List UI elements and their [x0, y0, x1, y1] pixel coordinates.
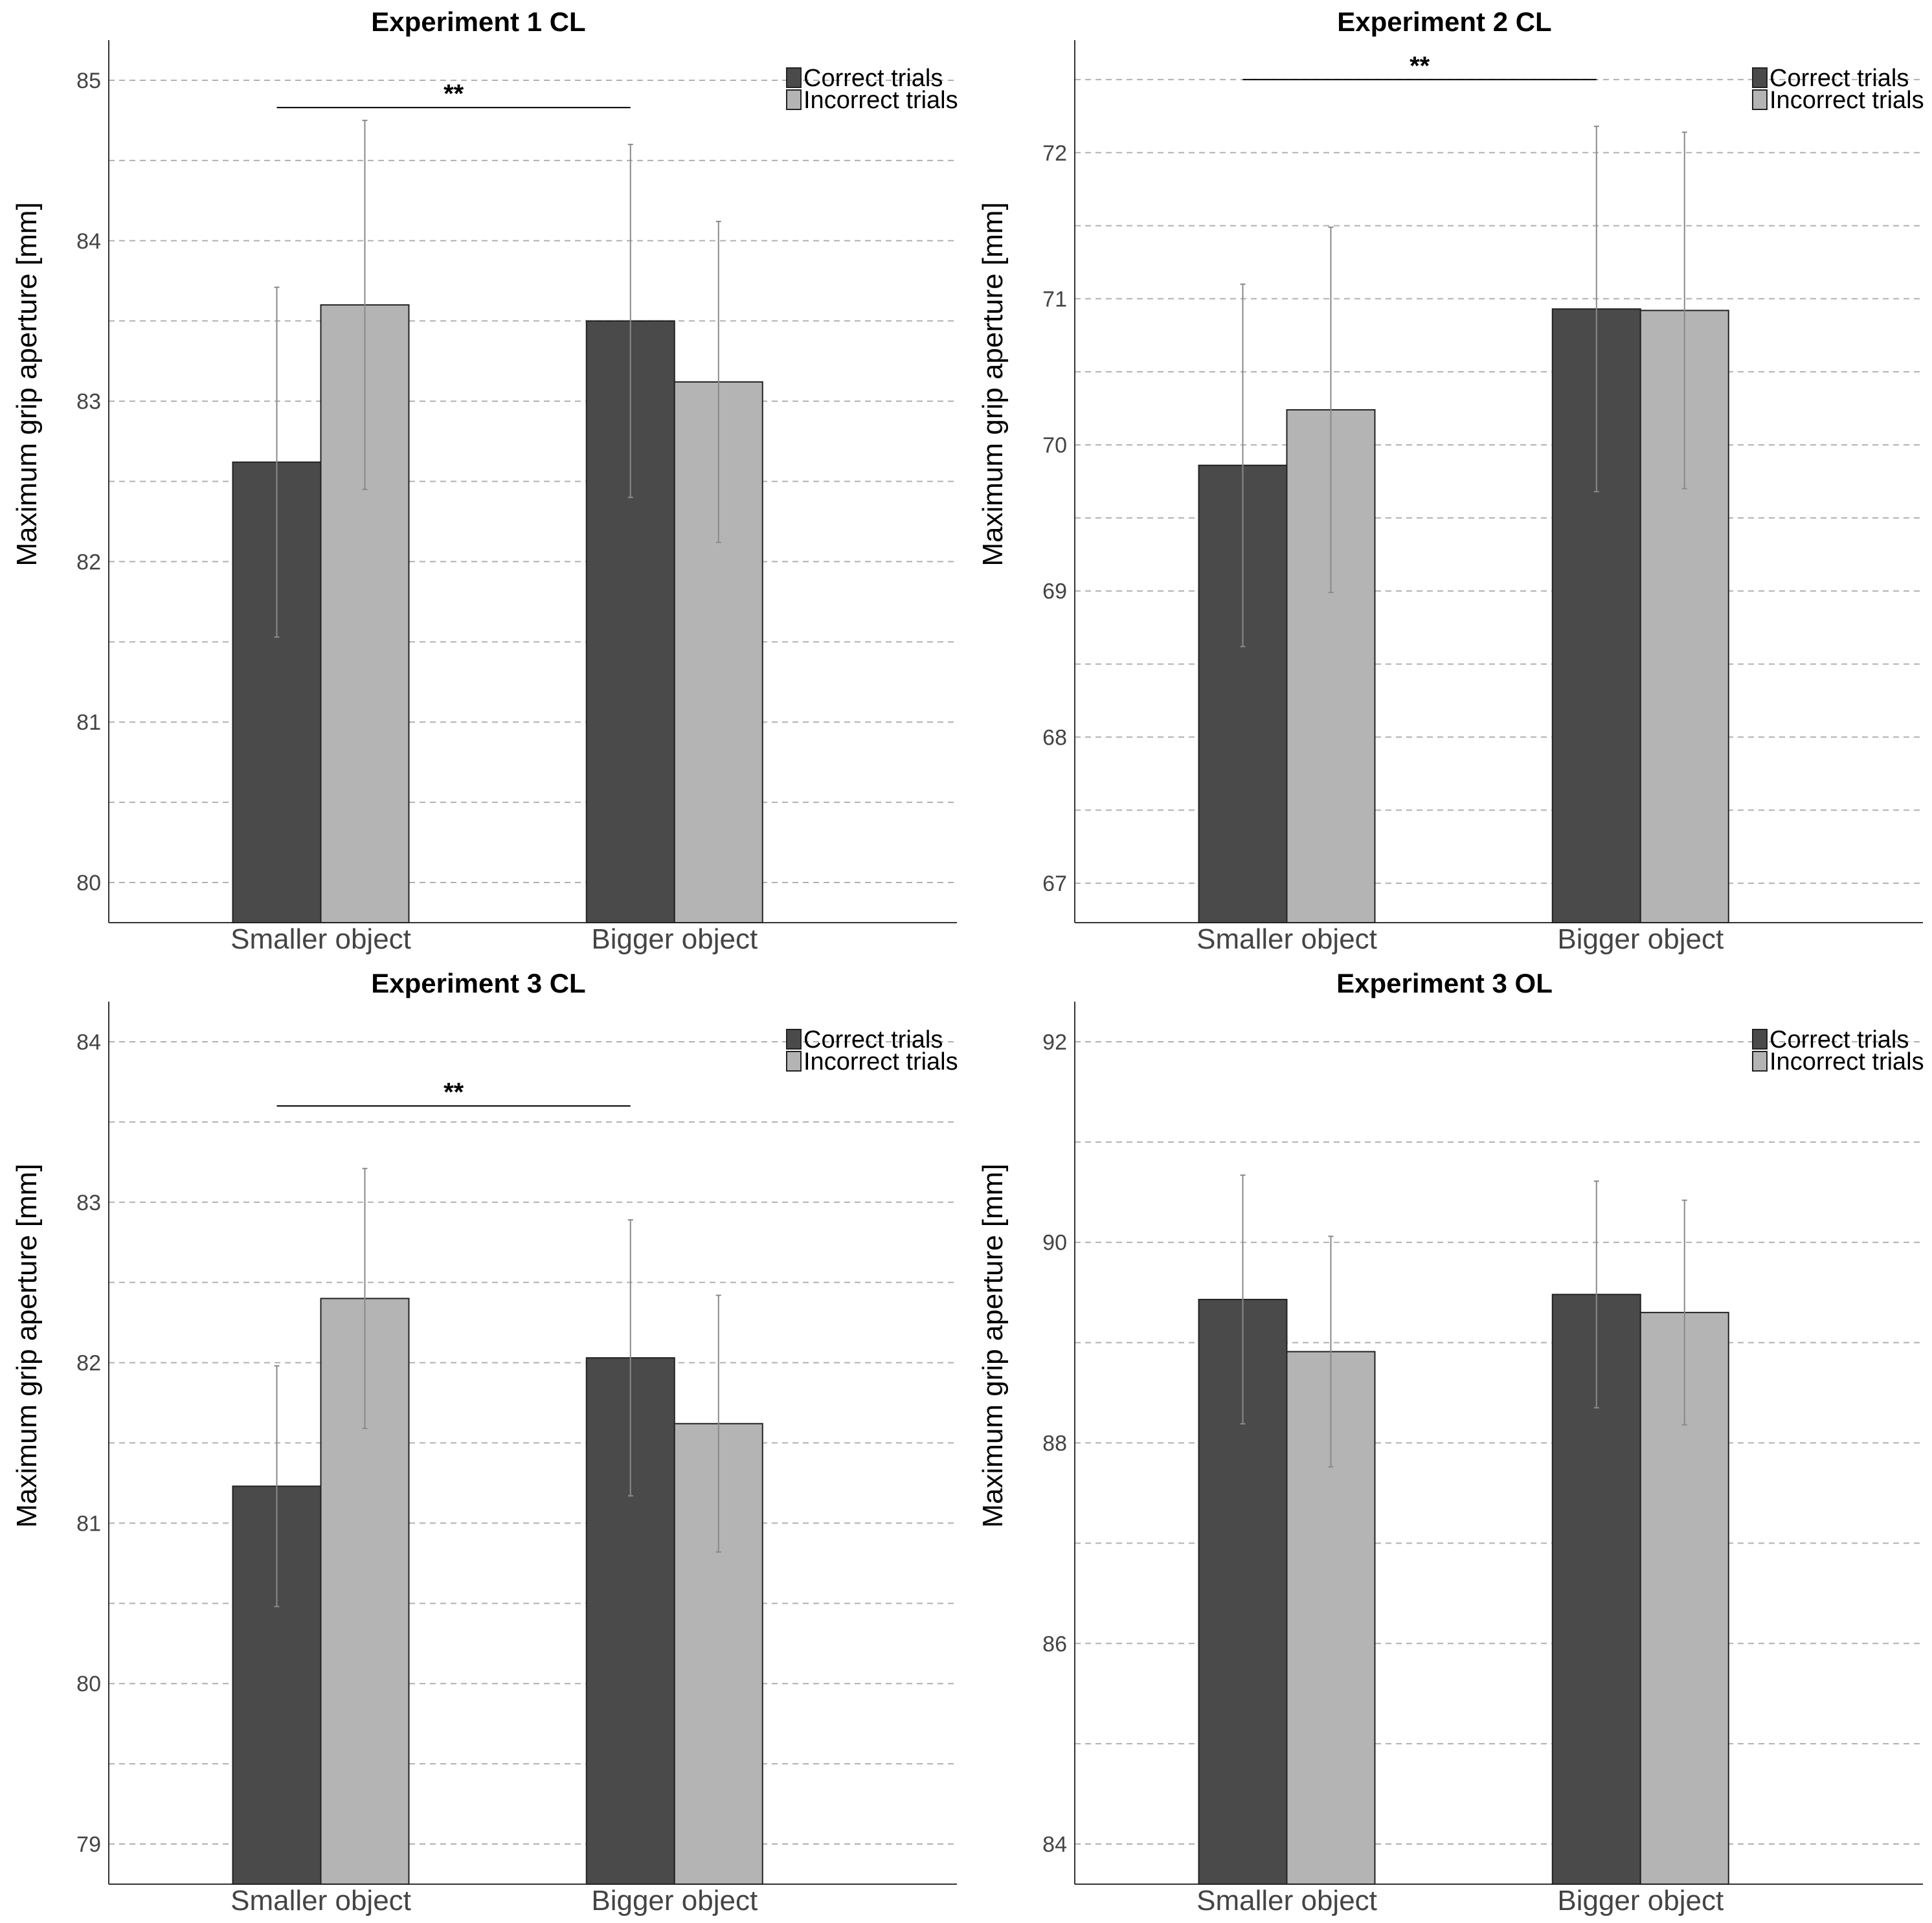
legend-swatch-correct-trials [1752, 67, 1768, 88]
x-tick-label: Smaller object [230, 923, 411, 955]
legend-swatch-correct-trials [786, 67, 802, 88]
x-tick-label: Smaller object [230, 1885, 411, 1917]
y-tick-label: 86 [1042, 1632, 1067, 1656]
legend-label-incorrect-trials: Incorrect trials [803, 1048, 958, 1075]
y-tick-label: 92 [1042, 1030, 1067, 1055]
chart-panel-3: 79 80 81 82 83 84 Experiment 3 CL Maximum grip … [11, 968, 958, 1917]
y-axis-label: Maximum grip aperture [mm] [11, 1164, 43, 1527]
legend-label-incorrect-trials: Incorrect trials [1769, 87, 1924, 114]
x-tick-label: Bigger object [1557, 1885, 1724, 1917]
y-tick-label: 80 [76, 1672, 101, 1696]
y-axis-label: Maximum grip aperture [mm] [977, 202, 1009, 566]
y-axis-label: Maximum grip aperture [mm] [11, 202, 43, 566]
bar-bigger-object-correct-trials [585, 1357, 675, 1885]
y-tick-label: 69 [1042, 579, 1067, 604]
y-tick-label: 72 [1042, 141, 1067, 166]
y-tick-label: 84 [76, 1030, 101, 1055]
y-tick-label: 81 [76, 1511, 101, 1536]
y-tick-label: 82 [76, 1351, 101, 1376]
y-tick-label: 67 [1042, 872, 1067, 896]
y-tick-label: 84 [76, 229, 101, 254]
legend-swatch-incorrect-trials [1752, 89, 1768, 110]
chart-title: Experiment 3 CL [371, 968, 585, 998]
y-tick-label: 83 [76, 1191, 101, 1215]
x-tick-label: Bigger object [591, 923, 758, 955]
legend-label-incorrect-trials: Incorrect trials [803, 87, 958, 114]
bar-bigger-object-incorrect-trials [1639, 1312, 1729, 1885]
significance-label: ** [444, 80, 464, 108]
legend-label-correct-trials: Correct trials [1769, 1026, 1909, 1053]
significance-label: ** [444, 1078, 464, 1107]
chart-panel-2: 67 68 69 70 71 72 Experiment 2 CL Maximum grip … [977, 6, 1924, 955]
chart-title: Experiment 3 OL [1336, 968, 1553, 998]
y-tick-label: 90 [1042, 1231, 1067, 1255]
chart-title: Experiment 2 CL [1337, 6, 1551, 37]
x-tick-label: Smaller object [1196, 923, 1377, 955]
legend-swatch-incorrect-trials [786, 89, 802, 110]
legend-label-incorrect-trials: Incorrect trials [1769, 1048, 1924, 1075]
x-tick-label: Bigger object [1557, 923, 1724, 955]
legend-label-correct-trials: Correct trials [803, 1026, 943, 1053]
chart-title: Experiment 1 CL [371, 6, 585, 37]
chart-panel-4: 84 86 88 90 92 Experiment 3 OL Maximum grip ap… [977, 968, 1924, 1917]
x-tick-label: Smaller object [1196, 1885, 1377, 1917]
y-tick-label: 71 [1042, 287, 1067, 311]
legend-label-correct-trials: Correct trials [1769, 65, 1909, 92]
y-tick-label: 79 [76, 1832, 101, 1857]
y-tick-label: 84 [1042, 1832, 1067, 1857]
y-tick-label: 81 [76, 710, 101, 735]
bar-smaller-object-incorrect-trials [320, 1298, 410, 1885]
y-tick-label: 68 [1042, 725, 1067, 750]
legend-swatch-incorrect-trials [1752, 1051, 1768, 1072]
y-tick-label: 80 [76, 871, 101, 895]
y-tick-label: 85 [76, 69, 101, 93]
y-tick-label: 70 [1042, 433, 1067, 458]
chart-panel-1: 80 81 82 83 84 85 Experiment 1 CL Maximum grip … [11, 6, 958, 955]
x-tick-label: Bigger object [591, 1885, 758, 1917]
y-tick-label: 88 [1042, 1432, 1067, 1456]
legend-swatch-incorrect-trials [786, 1051, 802, 1072]
y-tick-label: 83 [76, 390, 101, 414]
legend-label-correct-trials: Correct trials [803, 65, 943, 92]
legend-swatch-correct-trials [786, 1029, 802, 1050]
legend-swatch-correct-trials [1752, 1029, 1768, 1050]
y-axis-label: Maximum grip aperture [mm] [977, 1164, 1009, 1527]
significance-label: ** [1410, 52, 1430, 80]
y-tick-label: 82 [76, 550, 101, 574]
